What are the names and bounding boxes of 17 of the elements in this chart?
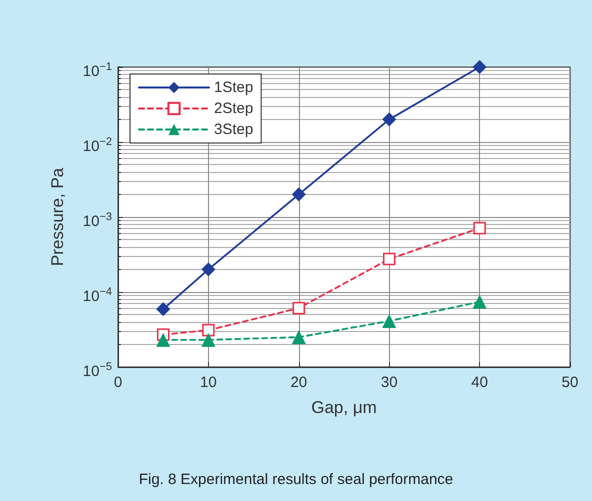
x-tick-label: 50: [562, 374, 578, 391]
legend-label: 2Step: [214, 100, 254, 117]
x-tick-label: 10: [200, 374, 217, 391]
y-axis-title: Pressure, Pa: [48, 167, 67, 266]
y-tick-label: 10$^{−1}$: [82, 60, 112, 81]
caption: Fig. 8 Experimental results of seal performance: [138, 471, 454, 488]
x-tick-label: 30: [380, 374, 398, 391]
legend-label: 3Step: [214, 121, 254, 138]
y-tick-label: 10$^{−2}$: [82, 135, 112, 156]
x-tick-label: 0: [114, 374, 122, 391]
y-tick-label: 10$^{−4}$: [82, 285, 112, 306]
x-axis-title: Gap, μm: [311, 398, 377, 417]
x-tick-label: 40: [471, 374, 488, 391]
legend-label: 1Step: [214, 79, 254, 96]
y-tick-label: 10$^{−3}$: [82, 210, 112, 231]
y-tick-label: 10$^{−5}$: [82, 360, 112, 381]
x-tick-label: 20: [290, 374, 308, 391]
